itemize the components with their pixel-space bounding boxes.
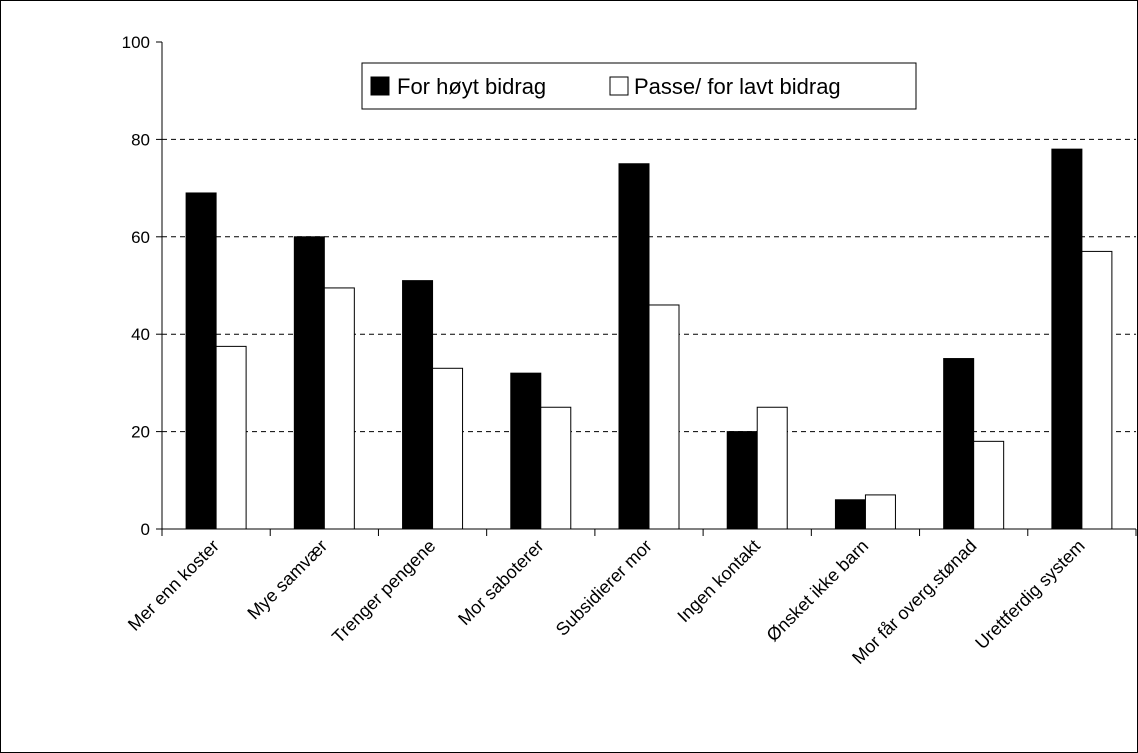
bar-series-2-7	[973, 440, 1005, 530]
bar-series-1-6	[834, 499, 866, 530]
y-tick-label: 100	[122, 33, 150, 52]
bar-series-1-7	[943, 358, 975, 530]
bar-series-1-2	[402, 280, 434, 530]
bars	[185, 148, 1113, 530]
legend-box	[361, 62, 917, 110]
bar-series-2-5	[756, 406, 788, 530]
y-tick-label: 80	[131, 130, 150, 149]
bar-series-1-8	[1051, 148, 1083, 530]
bar-series-2-4	[648, 304, 680, 530]
y-tick-label: 40	[131, 325, 150, 344]
y-tick-label: 0	[141, 520, 150, 539]
bar-series-2-1	[323, 287, 355, 530]
bar-series-1-4	[618, 163, 650, 530]
bar-series-2-2	[432, 367, 464, 530]
bar-series-2-3	[540, 406, 572, 530]
legend-swatch-series-1	[370, 76, 390, 96]
bar-series-1-5	[726, 431, 758, 530]
bar-series-2-0	[215, 345, 247, 530]
legend-swatch-series-2	[609, 76, 629, 96]
bar-series-1-1	[293, 236, 325, 530]
legend: For høyt bidrag Passe/ for lavt bidrag	[361, 62, 917, 110]
axes	[161, 42, 1137, 536]
bar-series-1-3	[510, 372, 542, 530]
legend-label-series-2: Passe/ for lavt bidrag	[634, 74, 841, 99]
bar-series-1-0	[185, 192, 217, 530]
y-tick-label: 60	[131, 228, 150, 247]
y-tick-label: 20	[131, 423, 150, 442]
bar-series-2-8	[1081, 250, 1113, 530]
legend-label-series-1: For høyt bidrag	[397, 74, 546, 99]
y-axis-ticks: 0 20 40 60 80 100	[122, 33, 162, 539]
bar-series-2-6	[864, 494, 896, 530]
